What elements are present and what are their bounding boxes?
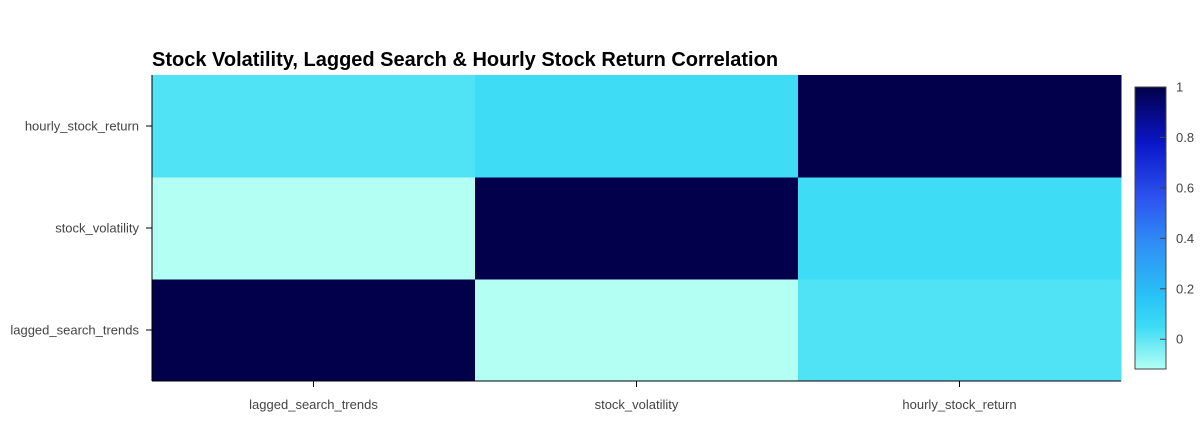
heatmap-cells — [152, 75, 1122, 382]
heatmap-axes: lagged_search_trends stock_volatility hour… — [10, 75, 1121, 412]
x-tick-label: lagged_search_trends — [249, 397, 378, 412]
y-tick-label: lagged_search_trends — [10, 323, 139, 338]
heatmap-cell-hourly_stock_return-lagged_search_trends — [152, 75, 476, 178]
heatmap-cell-lagged_search_trends-stock_volatility — [475, 279, 799, 382]
heatmap-cell-stock_volatility-hourly_stock_return — [798, 177, 1122, 280]
colorbar-gradient — [1134, 86, 1167, 370]
colorbar-tick-label: 0.4 — [1176, 231, 1194, 246]
heatmap-cell-lagged_search_trends-lagged_search_trends — [152, 279, 476, 382]
colorbar-tick-label: 0.6 — [1176, 180, 1194, 195]
colorbar-tick-label: 0.8 — [1176, 130, 1194, 145]
chart-title: Stock Volatility, Lagged Search & Hourly… — [152, 49, 778, 71]
colorbar-tick-label: 0 — [1176, 332, 1183, 347]
heatmap-cell-lagged_search_trends-hourly_stock_return — [798, 279, 1122, 382]
heatmap-cell-hourly_stock_return-hourly_stock_return — [798, 75, 1122, 178]
heatmap-cell-stock_volatility-stock_volatility — [475, 177, 799, 280]
colorbar: 0 0.2 0.4 0.6 0.8 1 — [1134, 80, 1194, 370]
x-tick-label: stock_volatility — [595, 397, 679, 412]
colorbar-tick-label: 1 — [1176, 80, 1183, 95]
y-tick-label: hourly_stock_return — [25, 119, 139, 134]
heatmap-cell-stock_volatility-lagged_search_trends — [152, 177, 476, 280]
x-tick-label: hourly_stock_return — [902, 397, 1016, 412]
heatmap-cell-hourly_stock_return-stock_volatility — [475, 75, 799, 178]
colorbar-tick-label: 0.2 — [1176, 281, 1194, 296]
y-tick-label: stock_volatility — [55, 221, 139, 236]
